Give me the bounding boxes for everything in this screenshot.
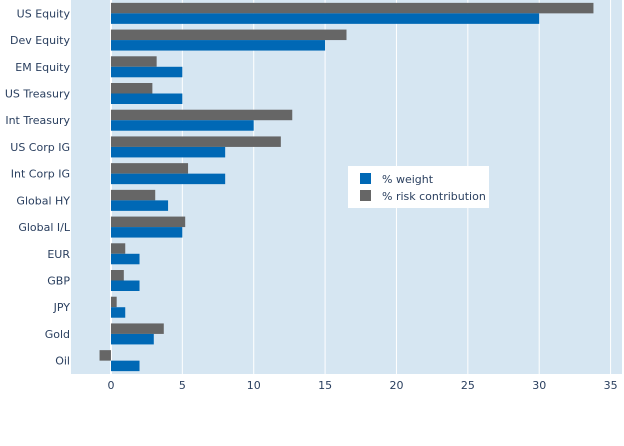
category-labels: US Equity Dev Equity EM Equity US Treasury I… (5, 7, 71, 367)
legend-swatch-weight (360, 173, 371, 184)
bar-weight (110, 333, 154, 345)
bar-weight (110, 173, 226, 185)
x-tick-label: 15 (318, 379, 332, 392)
x-tick-label: 20 (389, 379, 403, 392)
category-label: EM Equity (15, 61, 70, 74)
bar-risk (110, 109, 293, 121)
category-label: US Equity (17, 7, 71, 20)
bar-weight (110, 93, 183, 104)
bar-risk (110, 136, 281, 147)
category-label: US Corp IG (10, 141, 70, 154)
bar-risk (110, 323, 164, 334)
bar-risk (110, 189, 156, 201)
category-label: US Treasury (5, 88, 71, 101)
bar-weight (110, 227, 183, 238)
legend: % weight % risk contribution (348, 166, 489, 208)
x-tick-label: 10 (247, 379, 261, 392)
bar-weight (110, 13, 540, 24)
bar-risk (110, 243, 126, 254)
category-label: GBP (47, 275, 70, 288)
category-label: Oil (55, 355, 70, 368)
bar-weight (110, 360, 140, 372)
bars (99, 2, 594, 372)
bar-risk (110, 56, 157, 67)
x-tick-label: 5 (179, 379, 186, 392)
category-label: Int Corp IG (11, 168, 70, 181)
bar-risk (110, 163, 189, 174)
legend-label-risk: % risk contribution (382, 190, 486, 203)
bar-weight (110, 200, 169, 211)
x-tick-label: 30 (532, 379, 546, 392)
category-label: Global I/L (18, 221, 71, 234)
plot-area (71, 0, 622, 374)
category-label: JPY (53, 301, 71, 314)
bar-weight (110, 253, 140, 265)
legend-swatch-risk (360, 190, 371, 201)
bar-risk (110, 296, 117, 308)
bar-weight (110, 120, 254, 131)
legend-box (348, 166, 489, 208)
category-label: Gold (45, 328, 70, 341)
bar-risk (110, 83, 153, 94)
legend-label-weight: % weight (382, 173, 434, 186)
x-tick-label: 35 (604, 379, 618, 392)
bar-weight (110, 280, 140, 291)
x-tick-label: 0 (107, 379, 114, 392)
bar-risk (110, 216, 186, 228)
bar-weight (110, 66, 183, 78)
category-label: EUR (47, 248, 70, 261)
bar-risk (110, 29, 347, 41)
bar-risk (110, 2, 594, 14)
x-tick-label: 25 (461, 379, 475, 392)
bar-risk (110, 270, 124, 281)
category-label: Dev Equity (10, 34, 71, 47)
category-label: Int Treasury (5, 114, 70, 127)
bar-weight (110, 40, 326, 51)
bar-risk (99, 350, 111, 361)
category-label: Global HY (16, 194, 70, 207)
bar-weight (110, 307, 126, 318)
bar-weight (110, 146, 226, 158)
x-tick-labels: 0 5 10 15 20 25 30 35 (107, 379, 617, 392)
